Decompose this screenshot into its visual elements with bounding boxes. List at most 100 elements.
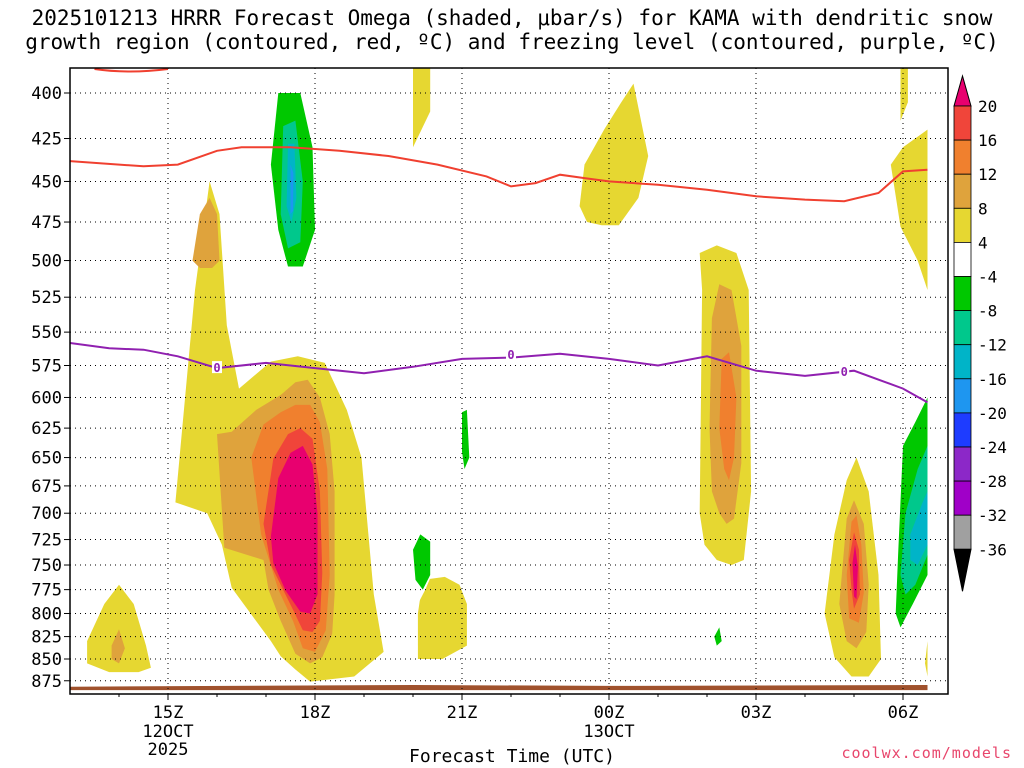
y-tick-label: 400 (31, 84, 62, 104)
y-tick-label: 825 (31, 628, 62, 648)
colorbar-swatch (953, 241, 972, 277)
freezing-level-label: 0 (507, 348, 514, 362)
colorbar-label: -12 (978, 336, 1007, 355)
omega-region (270, 445, 318, 614)
x-tick-sublabel: 2025 (148, 740, 189, 760)
colorbar-label: -32 (978, 506, 1007, 525)
omega-region (805, 68, 928, 664)
x-tick-label: 00Z (594, 703, 625, 723)
y-tick-label: 475 (31, 213, 62, 233)
x-tick-sublabel: 12OCT (142, 722, 193, 742)
y-tick-label: 750 (31, 556, 62, 576)
colorbar-bottom-arrow (953, 548, 972, 592)
omega-region (852, 544, 858, 600)
colorbar-swatch (953, 276, 972, 311)
y-tick-label: 675 (31, 477, 62, 497)
y-tick-label: 850 (31, 650, 62, 670)
colorbar-label: -36 (978, 540, 1007, 559)
omega-region (111, 629, 125, 664)
freezing-level-line (70, 342, 928, 404)
colorbar-label: -28 (978, 472, 1007, 491)
omega-region (462, 409, 470, 469)
omega-region (87, 584, 151, 673)
site-credit: coolwx.com/models (841, 744, 1012, 762)
y-tick-label: 775 (31, 581, 62, 601)
chart-title: 2025101213 HRRR Forecast Omega (shaded, … (0, 6, 1024, 54)
omega-region (925, 641, 928, 677)
dgz-contour-fragment (94, 68, 169, 73)
colorbar-label: -16 (978, 370, 1007, 389)
x-tick-label: 06Z (888, 703, 919, 723)
colorbar-label: 4 (978, 233, 988, 252)
omega-region (714, 627, 722, 646)
y-axis: 400 425 450 475 500 525 550 575 600 625 650 675 700 7… (31, 84, 70, 692)
colorbar-swatch (953, 378, 972, 414)
y-tick-label: 800 (31, 604, 62, 624)
freezing-level-label: 0 (213, 361, 220, 375)
omega-region (192, 197, 220, 268)
y-tick-label: 725 (31, 531, 62, 551)
contour-labels: 0 0 0 (212, 347, 850, 379)
x-tick-label: 21Z (447, 703, 478, 723)
freezing-level-label: 0 (841, 365, 848, 379)
y-tick-label: 450 (31, 172, 62, 192)
freezing-label-bg (839, 365, 850, 378)
omega-region (633, 318, 671, 535)
y-tick-label: 500 (31, 252, 62, 272)
title-line-1: 2025101213 HRRR Forecast Omega (shaded, … (31, 6, 993, 30)
x-tick-sublabel: 13OCT (583, 722, 634, 742)
omega-region (413, 68, 431, 148)
y-tick-label: 700 (31, 504, 62, 524)
x-tick-label: 03Z (741, 703, 772, 723)
omega-region (290, 164, 294, 215)
colorbar-swatch (953, 344, 972, 380)
contour-lines (70, 68, 928, 404)
omega-region (579, 83, 649, 226)
y-tick-label: 625 (31, 419, 62, 439)
colorbar-top-arrow (953, 74, 972, 107)
x-axis-label: Forecast Time (UTC) (409, 746, 615, 767)
x-tick-label: 18Z (300, 703, 331, 723)
x-tick-label: 15Z (153, 703, 184, 723)
omega-region (900, 68, 908, 121)
omega-region (386, 260, 529, 614)
y-tick-label: 525 (31, 288, 62, 308)
omega-region (910, 491, 928, 565)
omega-region (719, 352, 737, 481)
y-tick-label: 425 (31, 130, 62, 150)
y-tick-label: 875 (31, 672, 62, 692)
colorbar-label: -24 (978, 438, 1007, 457)
colorbar-legend: 20 16 12 8 4 -4 -8 -12 -16 -20 -24 -28 -32 -36 (953, 74, 1007, 592)
colorbar-swatch (953, 514, 972, 550)
colorbar-label: 12 (978, 165, 997, 184)
colorbar-label: 20 (978, 97, 997, 116)
y-tick-label: 600 (31, 388, 62, 408)
colorbar-label: -20 (978, 404, 1007, 423)
colorbar-swatch (953, 446, 972, 482)
colorbar-label: -4 (978, 268, 997, 287)
omega-region (70, 685, 928, 691)
freezing-label-bg (506, 347, 516, 360)
colorbar-swatch (953, 207, 972, 243)
colorbar-swatch (953, 412, 972, 448)
colorbar-swatch (953, 105, 972, 141)
colorbar-swatch (953, 480, 972, 516)
y-tick-label: 550 (31, 323, 62, 343)
y-tick-label: 650 (31, 449, 62, 469)
y-tick-label: 575 (31, 357, 62, 377)
colorbar-label: 16 (978, 131, 997, 150)
omega-region (736, 74, 756, 165)
freezing-label-bg (212, 361, 222, 374)
title-line-2: growth region (contoured, red, ºC) and f… (25, 30, 999, 54)
omega-region (417, 576, 467, 659)
dgz-contour-line (70, 146, 928, 203)
colorbar-swatch (953, 310, 972, 346)
colorbar-swatch (953, 173, 972, 209)
colorbar-swatch (953, 139, 972, 175)
plot-frame (69, 67, 949, 695)
omega-shaded-regions (70, 68, 928, 691)
colorbar-label: -8 (978, 302, 997, 321)
omega-region (413, 534, 431, 590)
